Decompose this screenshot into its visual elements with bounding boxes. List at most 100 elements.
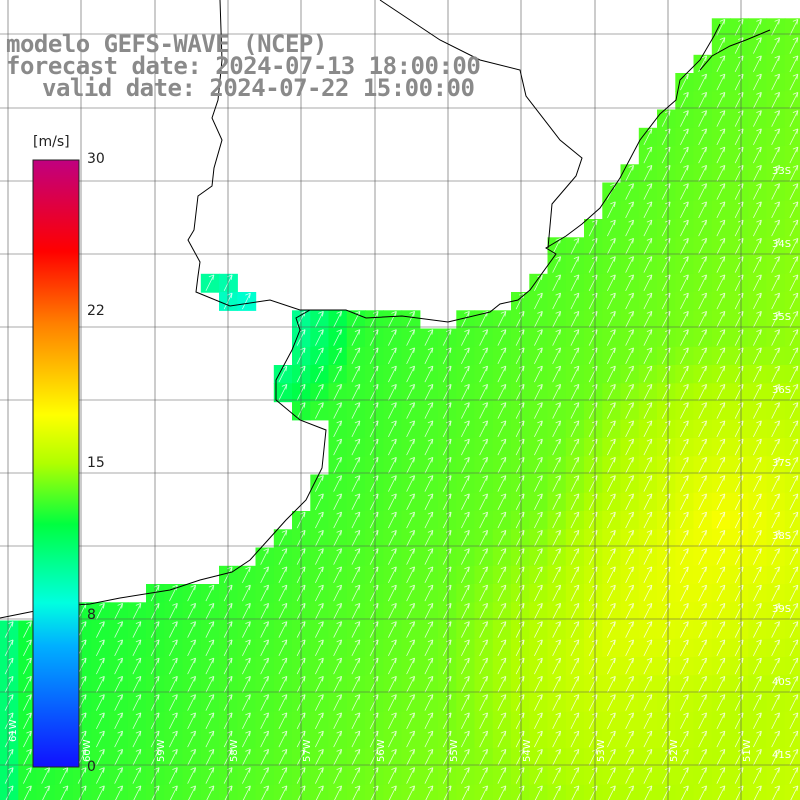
- wind-cell: [620, 182, 640, 202]
- wind-arrow: [716, 311, 726, 328]
- wind-cell: [438, 365, 457, 384]
- wind-arrow: [753, 37, 762, 54]
- wind-cell: [620, 419, 640, 439]
- wind-arrow: [315, 511, 324, 529]
- lon-label-61w: 61W: [8, 719, 19, 742]
- wind-arrow: [334, 785, 343, 800]
- wind-arrow: [369, 402, 379, 419]
- wind-arrow: [369, 730, 379, 748]
- wind-arrow: [716, 511, 726, 529]
- wind-cell: [511, 730, 530, 749]
- wind-cell: [675, 73, 695, 92]
- wind-arrow: [479, 639, 489, 657]
- lat-label-39s: 39S: [772, 604, 792, 615]
- wind-cell: [766, 657, 786, 676]
- wind-arrow: [789, 694, 799, 711]
- wind-cell: [748, 346, 768, 366]
- wind-arrow: [278, 384, 288, 401]
- wind-cell: [693, 273, 713, 293]
- wind-arrow: [351, 657, 361, 675]
- wind-cell: [438, 547, 457, 567]
- wind-cell: [182, 675, 202, 695]
- wind-arrow: [680, 785, 689, 800]
- wind-arrow: [515, 384, 525, 401]
- wind-arrow: [515, 347, 525, 365]
- wind-cell: [675, 219, 695, 238]
- wind-arrow: [734, 438, 744, 456]
- wind-arrow: [716, 676, 726, 693]
- wind-cell: [365, 401, 384, 421]
- wind-cell: [273, 766, 293, 786]
- wind-cell: [310, 310, 330, 330]
- wind-arrow: [515, 566, 525, 584]
- wind-cell: [766, 310, 786, 330]
- wind-cell: [0, 748, 19, 768]
- wind-cell: [748, 365, 768, 384]
- wind-cell: [638, 328, 658, 348]
- wind-arrow: [607, 639, 616, 657]
- wind-arrow: [698, 712, 708, 730]
- wind-arrow: [607, 347, 616, 365]
- wind-arrow: [442, 676, 452, 693]
- wind-cell: [182, 748, 202, 768]
- wind-cell: [401, 657, 421, 676]
- wind-arrow: [23, 785, 32, 800]
- wind-arrow: [734, 749, 744, 766]
- wind-arrow: [753, 384, 762, 401]
- lat-label-40s: 40S: [772, 677, 792, 688]
- wind-cell: [438, 657, 457, 676]
- wind-cell: [748, 529, 768, 549]
- wind-cell: [255, 675, 275, 695]
- wind-arrow: [114, 749, 124, 766]
- wind-arrow: [753, 146, 762, 164]
- wind-arrow: [625, 621, 635, 638]
- wind-cell: [693, 182, 713, 202]
- wind-arrow: [534, 712, 543, 730]
- wind-cell: [511, 638, 530, 658]
- wind-arrow: [260, 566, 270, 584]
- wind-cell: [547, 456, 567, 476]
- wind-cell: [638, 620, 658, 640]
- wind-arrow: [205, 767, 215, 784]
- wind-cell: [602, 310, 622, 330]
- wind-cell: [730, 383, 749, 403]
- wind-arrow: [680, 165, 689, 182]
- wind-cell: [602, 547, 622, 567]
- wind-arrow: [5, 785, 14, 800]
- wind-cell: [584, 565, 603, 585]
- wind-arrow: [388, 384, 397, 401]
- wind-cell: [675, 310, 695, 330]
- wind-cell: [584, 219, 603, 238]
- wind-arrow: [643, 384, 653, 401]
- wind-cell: [401, 456, 421, 476]
- wind-cell: [456, 346, 476, 366]
- wind-arrow: [333, 475, 343, 492]
- wind-arrow: [753, 219, 762, 237]
- lat-label-41s: 41S: [772, 750, 792, 761]
- wind-cell: [219, 748, 238, 768]
- wind-cell: [401, 419, 421, 439]
- wind-arrow: [789, 457, 799, 474]
- wind-arrow: [753, 292, 762, 310]
- wind-arrow: [625, 603, 635, 620]
- wind-arrow: [734, 201, 744, 219]
- wind-arrow: [716, 384, 726, 401]
- wind-arrow: [588, 676, 598, 693]
- wind-cell: [730, 255, 749, 275]
- wind-cell: [693, 127, 713, 147]
- wind-arrow: [406, 548, 416, 565]
- wind-cell: [584, 273, 603, 293]
- wind-cell: [675, 602, 695, 622]
- wind-cell: [438, 401, 457, 421]
- wind-arrow: [406, 749, 416, 766]
- wind-arrow: [716, 19, 726, 36]
- wind-arrow: [625, 694, 635, 711]
- wind-arrow: [789, 128, 799, 146]
- wind-cell: [547, 273, 567, 293]
- wind-arrow: [753, 347, 762, 365]
- wind-cell: [255, 693, 275, 713]
- wind-cell: [657, 492, 676, 512]
- wind-arrow: [570, 329, 580, 346]
- wind-arrow: [607, 420, 616, 438]
- wind-cell: [620, 365, 640, 384]
